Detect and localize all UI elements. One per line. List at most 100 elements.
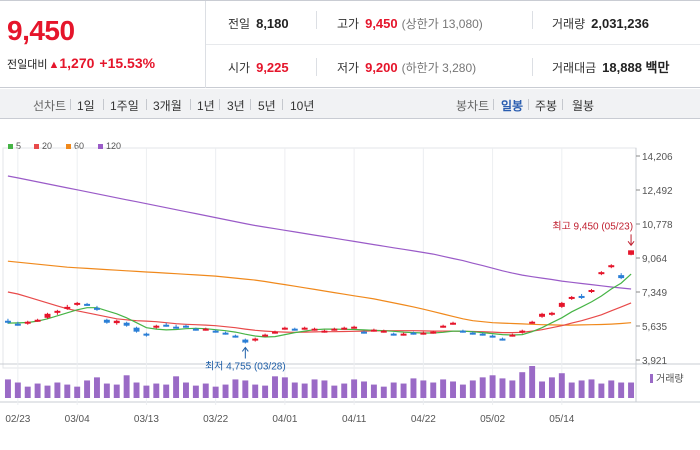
candle-body [578, 295, 585, 298]
volume-bar [410, 378, 417, 398]
legend-label-120: 120 [106, 141, 121, 151]
candle-body [291, 328, 298, 331]
volume-bar [430, 382, 437, 398]
volume-bar [440, 379, 447, 398]
tab-monthly[interactable]: 월봉 [572, 99, 595, 113]
divider [316, 58, 317, 76]
volume-bar [202, 383, 209, 398]
y-tick-label: 7,349 [642, 288, 667, 299]
high-annotation: 최고 9,450 (05/23) [552, 220, 633, 232]
row-divider [206, 44, 700, 45]
candle-body [133, 327, 140, 332]
volume-bar [618, 382, 625, 398]
y-tick-label: 5,635 [642, 322, 667, 333]
day-low: 저가 9,200 (하한가 3,280) [337, 60, 477, 75]
volume-bar [74, 386, 81, 398]
candle-body [232, 335, 239, 338]
x-tick-label: 05/14 [549, 414, 574, 425]
y-tick-label: 10,778 [642, 220, 673, 231]
y-tick-label: 3,921 [642, 356, 667, 367]
tab-3m[interactable]: 3개월 [153, 99, 182, 113]
ma20-line [7, 291, 632, 334]
candle-body [430, 331, 437, 334]
candle-body [103, 319, 110, 323]
volume-bar [113, 384, 120, 398]
x-tick-label: 03/22 [203, 414, 228, 425]
volume-bar [212, 386, 219, 398]
volume-bar [123, 375, 130, 398]
volume-bar [93, 377, 100, 398]
candle-body [301, 327, 308, 330]
tab-1d[interactable]: 1일 [77, 99, 95, 113]
divider [103, 99, 104, 110]
legend-swatch-5 [8, 144, 13, 149]
candle-body [479, 333, 486, 336]
volume-bar [222, 384, 229, 398]
volume-bar [390, 382, 397, 398]
candle-body [598, 272, 605, 275]
volume-bar [133, 382, 140, 398]
candle-body [123, 322, 130, 326]
tab-1y[interactable]: 1년 [197, 99, 215, 113]
tab-daily[interactable]: 일봉 [501, 99, 524, 113]
candle-body [331, 328, 338, 331]
volume-bar [14, 382, 21, 398]
low-arrow-icon [241, 346, 249, 359]
tab-3y[interactable]: 3년 [227, 99, 245, 113]
divider [532, 11, 533, 29]
candle-body [84, 303, 91, 306]
volume-bar [291, 382, 298, 398]
candle-body [252, 338, 259, 341]
volume-bar [588, 379, 595, 398]
volume-bar [489, 375, 496, 398]
candle-body [618, 275, 625, 279]
candle-body [370, 329, 377, 332]
candle-body [499, 338, 506, 341]
candle-body [628, 250, 635, 255]
tab-1w[interactable]: 1주일 [110, 99, 139, 113]
volume-bar [341, 383, 348, 398]
candle-body [420, 332, 427, 335]
candle-body [222, 332, 229, 335]
stock-chart: 5 20 60 120 14,206 12,492 10,778 9,064 7,349 5,63… [0, 141, 700, 425]
candle-body [143, 333, 150, 336]
candle-body [163, 324, 170, 327]
volume-bar [183, 382, 189, 398]
volume-bar [598, 383, 605, 398]
y-tick-label: 14,206 [642, 152, 673, 163]
change-label: 전일대비 [7, 59, 48, 71]
volume-bar [232, 379, 239, 398]
volume-bar [281, 377, 288, 398]
volume-bar [44, 385, 51, 398]
tab-weekly[interactable]: 주봉 [535, 99, 558, 113]
volume-bar [163, 384, 170, 398]
volume-bar [370, 384, 377, 398]
change-value: 1,270 [59, 55, 95, 71]
x-tick-label: 03/04 [65, 414, 90, 425]
divider [250, 99, 251, 110]
candle-body [341, 327, 348, 330]
candle-body [400, 333, 407, 336]
candle-body [469, 332, 476, 335]
x-tick-label: 02/23 [5, 414, 30, 425]
candle-body [272, 331, 278, 334]
tab-10y[interactable]: 10년 [290, 99, 315, 113]
volume-bar [272, 376, 278, 398]
candle-body [34, 319, 41, 322]
volume-bar [34, 383, 41, 398]
candle-body [529, 321, 536, 324]
volume-bar [301, 383, 308, 398]
change-percent: +15.53% [99, 55, 156, 71]
x-tick-label: 04/01 [272, 414, 297, 425]
legend-swatch-60 [66, 144, 71, 149]
candle-body [74, 302, 81, 305]
tab-5y[interactable]: 5년 [258, 99, 276, 113]
volume-bar [469, 380, 476, 398]
divider [190, 99, 191, 110]
candle-body [262, 334, 269, 337]
candle-body [519, 330, 526, 333]
legend-swatch-120 [98, 144, 103, 149]
day-high: 고가 9,450 (상한가 13,080) [337, 16, 483, 31]
volume-bar [400, 383, 407, 398]
y-tick-label: 12,492 [642, 186, 673, 197]
